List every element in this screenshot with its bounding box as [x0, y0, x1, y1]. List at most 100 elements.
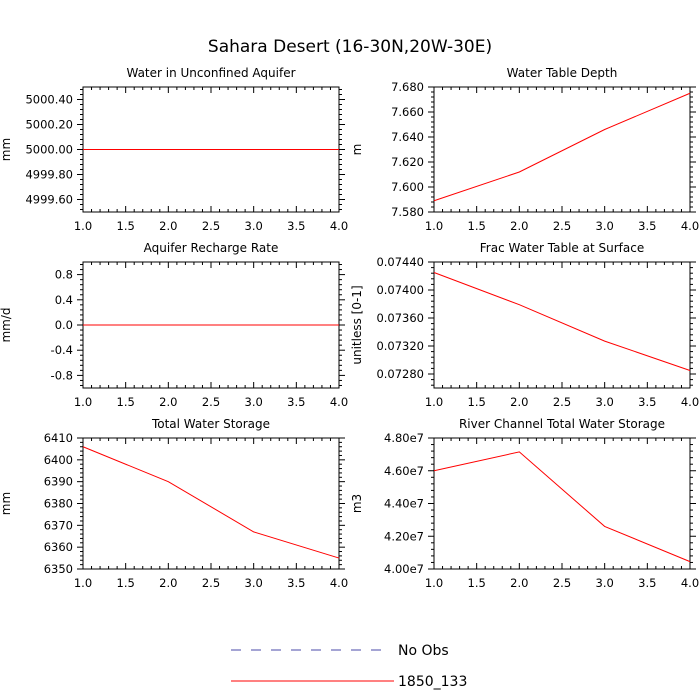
panel-4: Frac Water Table at Surface 1.0 1.5 2.0 2.5 3… [350, 241, 699, 409]
x-tick-label: 3.5 [638, 219, 656, 233]
x-tick-label: 2.0 [159, 219, 177, 233]
x-tick-label: 1.0 [425, 576, 443, 590]
x-tick-label: 2.0 [510, 219, 528, 233]
y-tick-label: 6410 [44, 431, 73, 445]
legend-item-model: 1850_133 [231, 674, 467, 690]
x-tick-label: 3.5 [287, 576, 305, 590]
x-tick-label: 2.5 [202, 395, 220, 409]
y-axis-label: mm/d [0, 307, 13, 342]
panel-frame [433, 261, 691, 389]
x-tick-label: 2.0 [510, 395, 528, 409]
panel-frame [82, 437, 340, 570]
x-tick-label: 1.0 [74, 576, 92, 590]
panel-2: Water Table Depth 1.0 1.5 2.0 2.5 3.0 3.5 4.0 7.… [350, 66, 699, 233]
x-tick-label: 3.0 [245, 395, 263, 409]
x-tick-label: 1.5 [468, 219, 486, 233]
y-tick-label: 0.07320 [376, 339, 424, 353]
x-tick-label: 3.0 [596, 576, 614, 590]
x-tick-label: 1.0 [74, 219, 92, 233]
y-tick-label: 4.20e7 [384, 529, 424, 543]
y-tick-label: 0.4 [55, 293, 73, 307]
y-axis-label: unitless [0-1] [350, 285, 364, 364]
legend-item-obs: No Obs [231, 643, 449, 659]
x-tick-label: 3.5 [638, 576, 656, 590]
legend: No Obs 1850_133 [231, 643, 467, 690]
x-tick-label: 4.0 [330, 395, 348, 409]
legend-label-obs: No Obs [398, 643, 449, 659]
x-tick-label: 4.0 [681, 219, 699, 233]
x-tick-label: 1.0 [425, 219, 443, 233]
y-tick-label: 6380 [44, 497, 73, 511]
y-tick-label: 6390 [44, 475, 73, 489]
y-tick-label: 4999.80 [25, 168, 73, 182]
y-tick-label: -0.8 [51, 368, 73, 382]
y-tick-label: 6400 [44, 453, 73, 467]
y-tick-label: 7.580 [391, 205, 424, 219]
x-tick-label: 1.0 [74, 395, 92, 409]
x-tick-label: 2.5 [202, 576, 220, 590]
y-tick-label: 4999.60 [25, 193, 73, 207]
x-tick-label: 2.0 [159, 576, 177, 590]
x-tick-label: 1.5 [117, 576, 135, 590]
y-tick-label: 4.80e7 [384, 431, 424, 445]
panel-5: Total Water Storage 1.0 1.5 2.0 2.5 3.0 3.5 4.0… [0, 417, 348, 590]
series-line-1 [433, 272, 691, 371]
x-tick-label: 4.0 [330, 576, 348, 590]
x-tick-label: 3.0 [596, 395, 614, 409]
y-tick-label: 7.680 [391, 80, 424, 94]
panel-title: Aquifer Recharge Rate [144, 241, 279, 255]
y-tick-label: -0.4 [51, 343, 73, 357]
x-tick-label: 2.5 [553, 219, 571, 233]
series-line-1 [433, 92, 691, 202]
x-tick-label: 1.5 [468, 395, 486, 409]
y-axis-label: mm [0, 492, 13, 515]
x-tick-label: 1.5 [117, 395, 135, 409]
x-tick-label: 2.0 [510, 576, 528, 590]
y-tick-label: 0.0 [55, 318, 73, 332]
x-tick-label: 3.0 [245, 219, 263, 233]
panel-6: River Channel Total Water Storage 1.0 1.5 2… [350, 417, 699, 590]
y-axis-label: mm [0, 138, 13, 161]
y-tick-label: 0.07360 [376, 311, 424, 325]
panel-title: River Channel Total Water Storage [459, 417, 665, 431]
figure-title: Sahara Desert (16-30N,20W-30E) [208, 37, 492, 57]
x-tick-label: 4.0 [681, 576, 699, 590]
x-tick-label: 2.5 [553, 576, 571, 590]
series-line-1 [82, 446, 340, 559]
x-tick-label: 2.5 [553, 395, 571, 409]
panel-title: Water Table Depth [507, 66, 618, 80]
panel-3: Aquifer Recharge Rate 1.0 1.5 2.0 2.5 3.0 3.5 4… [0, 241, 348, 409]
x-tick-label: 1.0 [425, 395, 443, 409]
x-tick-label: 4.0 [330, 219, 348, 233]
y-tick-label: 7.620 [391, 155, 424, 169]
y-tick-label: 6370 [44, 518, 73, 532]
x-tick-label: 3.5 [287, 219, 305, 233]
x-tick-label: 3.5 [638, 395, 656, 409]
panel-frame [433, 86, 691, 213]
x-tick-label: 4.0 [681, 395, 699, 409]
y-tick-label: 5000.20 [25, 118, 73, 132]
y-tick-label: 0.07400 [376, 283, 424, 297]
x-tick-label: 3.5 [287, 395, 305, 409]
y-tick-label: 5000.40 [25, 93, 73, 107]
y-axis-label: m [350, 144, 364, 156]
series-line-1 [433, 451, 691, 563]
panel-1: Water in Unconfined Aquifer 1.0 1.5 2.0 2.5 3… [0, 66, 348, 233]
legend-label-model: 1850_133 [398, 674, 467, 690]
panel-title: Frac Water Table at Surface [480, 241, 644, 255]
y-tick-label: 6360 [44, 540, 73, 554]
y-tick-label: 7.660 [391, 105, 424, 119]
x-tick-label: 3.0 [596, 219, 614, 233]
x-tick-label: 1.5 [117, 219, 135, 233]
y-tick-label: 4.00e7 [384, 562, 424, 576]
x-tick-label: 2.5 [202, 219, 220, 233]
x-tick-label: 2.0 [159, 395, 177, 409]
y-axis-label: m3 [350, 494, 364, 513]
y-tick-label: 6350 [44, 562, 73, 576]
y-tick-label: 7.600 [391, 180, 424, 194]
y-tick-label: 4.40e7 [384, 497, 424, 511]
panel-frame [433, 437, 691, 570]
x-tick-label: 3.0 [245, 576, 263, 590]
y-tick-label: 0.07280 [376, 367, 424, 381]
y-tick-label: 5000.00 [25, 143, 73, 157]
